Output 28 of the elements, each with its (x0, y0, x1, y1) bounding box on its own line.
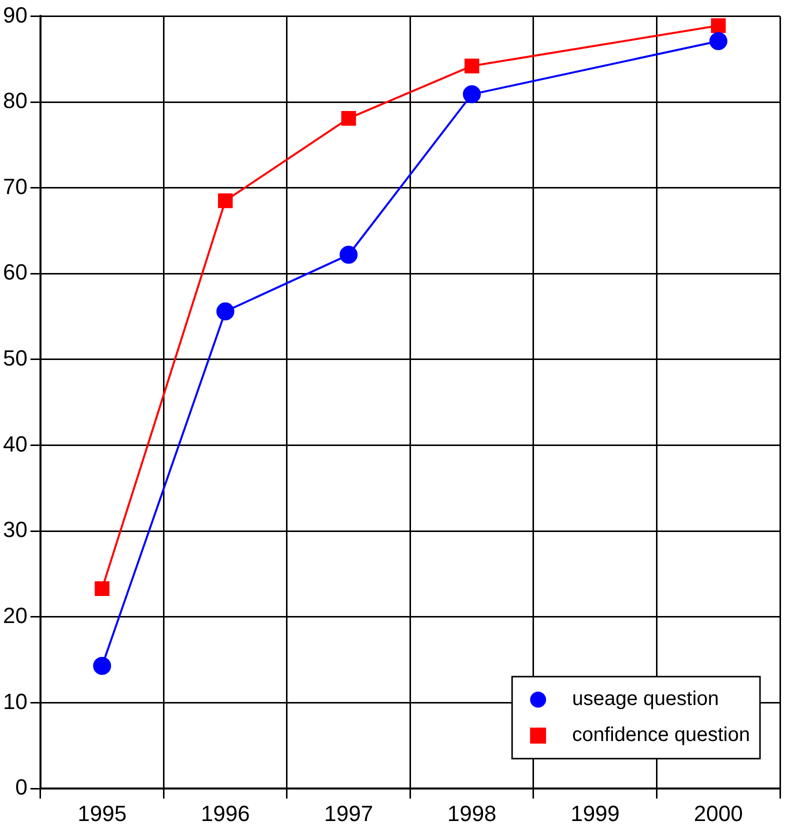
y-tick-label: 60 (2, 260, 28, 285)
point (711, 18, 726, 34)
point (340, 246, 358, 264)
point (218, 193, 233, 208)
x-tick-label: 1998 (447, 800, 496, 826)
x-tick-label: 1997 (324, 800, 374, 826)
legend-label: confidence question (572, 724, 750, 746)
x-tick-label: 1995 (78, 800, 127, 826)
legend-label: useage question (572, 688, 719, 710)
point (94, 581, 110, 596)
y-tick-label: 40 (2, 431, 28, 456)
y-tick-label: 80 (2, 88, 28, 114)
x-tick-label: 2000 (694, 800, 743, 826)
y-tick-label: 90 (2, 2, 28, 28)
y-tick-label: 20 (2, 603, 28, 628)
y-tick-label: 0 (15, 774, 28, 800)
y-tick-label: 30 (2, 517, 28, 542)
point (93, 656, 112, 675)
x-tick-label: 1999 (570, 800, 620, 826)
point (709, 32, 728, 50)
y-tick-label: 70 (2, 174, 28, 199)
point (216, 302, 234, 320)
point (464, 58, 480, 74)
y-tick-label: 50 (2, 346, 28, 371)
x-tick-label: 1996 (200, 800, 250, 826)
y-tick-label: 10 (2, 688, 28, 714)
point (341, 110, 356, 126)
point (462, 85, 481, 104)
